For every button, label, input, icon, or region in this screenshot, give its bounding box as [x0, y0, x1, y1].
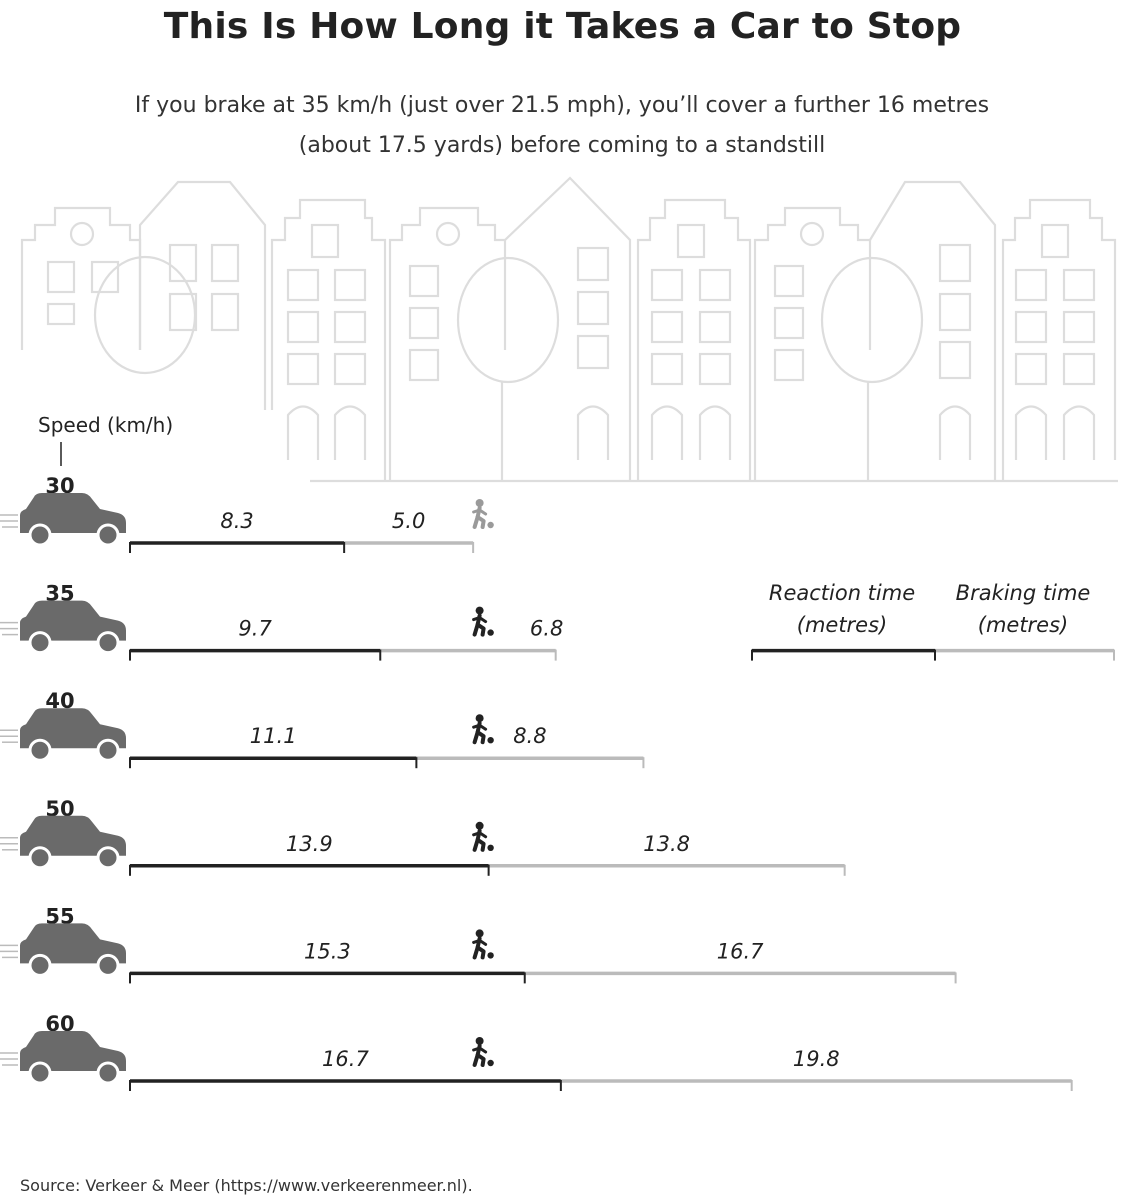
y-axis-label: Speed (km/h) [38, 413, 173, 437]
car-icon [0, 708, 126, 762]
row-35: 359.7 6.8 [0, 582, 563, 661]
car-icon [0, 493, 126, 547]
pedestrian-icon [472, 821, 494, 852]
chart-title: This Is How Long it Takes a Car to Stop [163, 6, 962, 47]
reaction-value-label: 15.3 [304, 939, 351, 963]
pedestrian-icon [472, 1037, 494, 1067]
braking-value-label: 5.0 [392, 509, 425, 533]
legend: Reaction time (metres) Braking time (met… [751, 581, 1115, 661]
pedestrian-icon [472, 714, 494, 745]
source-note: Source: Verkeer & Meer (https://www.verk… [20, 1176, 473, 1195]
car-icon [0, 815, 126, 870]
legend-reaction-line1: Reaction time [769, 581, 915, 605]
car-icon [0, 600, 126, 655]
braking-value-label: 13.8 [643, 832, 690, 856]
reaction-value-label: 16.7 [322, 1047, 369, 1071]
reaction-value-label: 9.7 [238, 617, 272, 641]
pedestrian-icon [472, 606, 494, 637]
reaction-value-label: 8.3 [220, 509, 253, 533]
braking-value-label: 8.8 [513, 724, 546, 748]
skyline-illustration [20, 176, 1118, 483]
pedestrian-icon [472, 929, 494, 960]
row-30: 308.3 5.0 [0, 474, 494, 553]
car-icon [0, 1031, 126, 1085]
legend-braking-line1: Braking time [956, 581, 1091, 605]
legend-reaction-line2: (metres) [797, 613, 888, 637]
braking-value-label: 19.8 [793, 1047, 840, 1071]
car-icon [0, 923, 126, 977]
pedestrian-icon [472, 499, 494, 529]
reaction-value-label: 11.1 [250, 724, 297, 748]
reaction-value-label: 13.9 [286, 832, 333, 856]
legend-braking-line2: (metres) [978, 613, 1069, 637]
braking-value-label: 6.8 [530, 617, 563, 641]
braking-value-label: 16.7 [717, 939, 764, 963]
chart-subtitle: If you brake at 35 km/h (just over 21.5 … [134, 93, 990, 158]
